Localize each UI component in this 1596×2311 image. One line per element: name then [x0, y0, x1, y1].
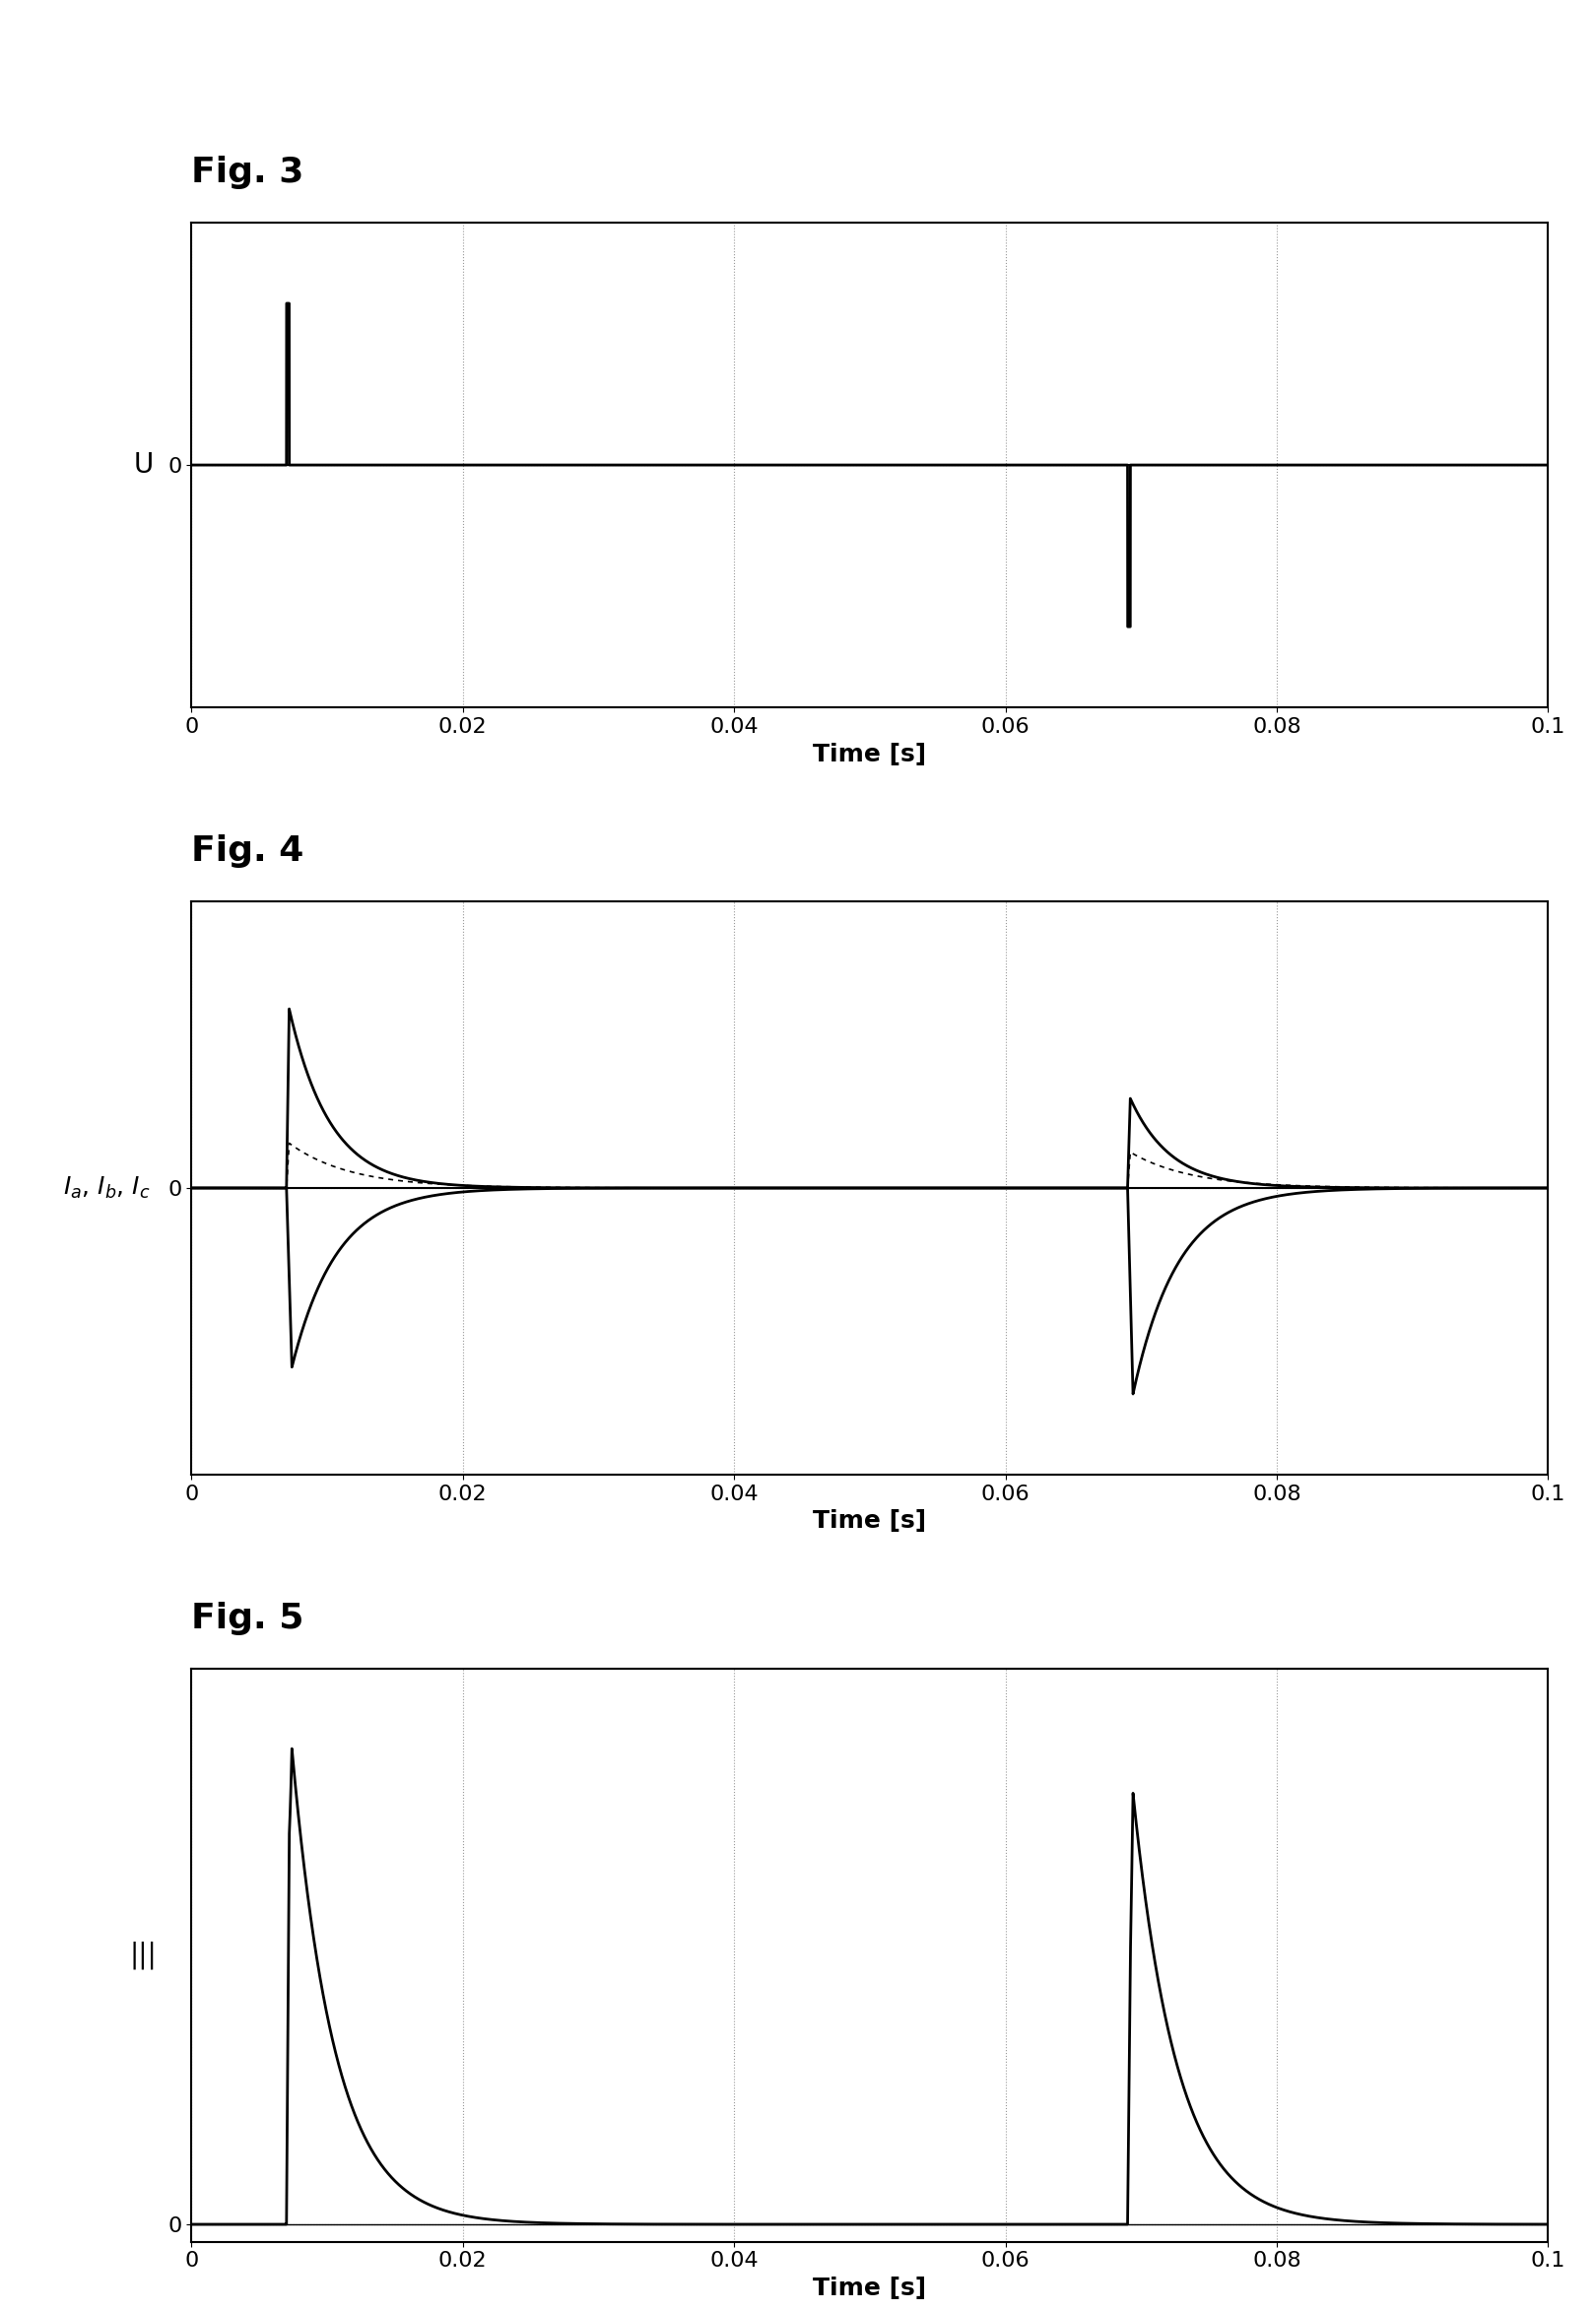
Y-axis label: |||: |||: [129, 1941, 156, 1969]
X-axis label: Time [s]: Time [s]: [812, 742, 927, 765]
Y-axis label: U: U: [134, 451, 153, 478]
X-axis label: Time [s]: Time [s]: [812, 1509, 927, 1532]
Text: Fig. 4: Fig. 4: [192, 834, 305, 869]
X-axis label: Time [s]: Time [s]: [812, 2276, 927, 2299]
Text: Fig. 5: Fig. 5: [192, 1602, 305, 1634]
Text: Fig. 3: Fig. 3: [192, 155, 305, 190]
Y-axis label: $I_a$, $I_b$, $I_c$: $I_a$, $I_b$, $I_c$: [62, 1174, 150, 1202]
